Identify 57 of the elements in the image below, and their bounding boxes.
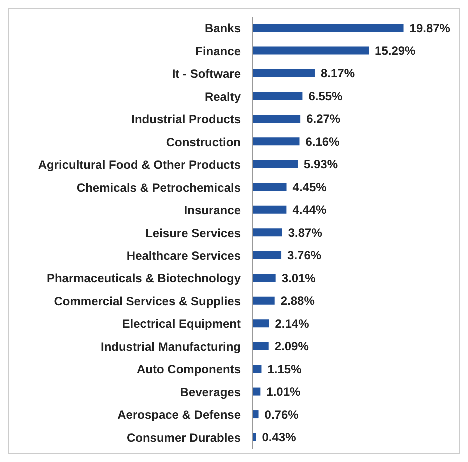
data-label: 4.44% — [292, 203, 328, 218]
y-tick-label: Pharmaceuticals & Biotechnology — [46, 272, 242, 286]
bar — [253, 206, 287, 214]
data-label: 1.01% — [266, 385, 302, 400]
bar — [253, 160, 298, 168]
y-tick-label: Construction — [166, 135, 241, 150]
data-label: 2.88% — [280, 294, 316, 308]
bar — [253, 24, 404, 32]
bar — [253, 183, 287, 192]
y-tick-label: Industrial Products — [132, 112, 242, 127]
data-label: 0.76% — [264, 408, 300, 422]
y-tick-label: Healthcare Services — [126, 248, 242, 263]
data-label: 15.29% — [375, 44, 416, 58]
y-tick-label: Insurance — [184, 204, 242, 218]
bar — [253, 69, 315, 78]
data-label: 6.16% — [306, 134, 340, 149]
bar — [253, 228, 282, 237]
data-label: 4.45% — [292, 180, 328, 194]
y-tick-label: Banks — [204, 22, 242, 36]
y-tick-label: It - Software — [172, 67, 242, 82]
y-tick-label: Chemicals & Petrochemicals — [76, 180, 242, 195]
bar — [253, 410, 259, 419]
y-tick-label: Consumer Durables — [126, 430, 242, 445]
y-tick-label: Auto Components — [137, 362, 242, 377]
data-label: 3.01% — [282, 271, 316, 286]
data-label: 6.55% — [308, 89, 344, 104]
data-label: 19.87% — [410, 21, 451, 36]
bar — [253, 46, 370, 55]
data-label: 3.76% — [288, 248, 322, 263]
y-tick-label: Commercial Services & Supplies — [54, 294, 242, 308]
data-label: 0.43% — [262, 430, 297, 445]
bar — [253, 388, 261, 396]
y-tick-label: Electrical Equipment — [122, 317, 241, 332]
y-tick-label: Finance — [196, 44, 242, 58]
bar — [253, 138, 300, 146]
y-tick-label: Aerospace & Defense — [118, 408, 242, 422]
y-tick-label: Agricultural Food & Other Products — [38, 158, 242, 172]
bar — [253, 274, 276, 282]
bar — [253, 114, 301, 123]
y-tick-label: Realty — [204, 90, 242, 104]
data-label: 1.15% — [268, 362, 302, 376]
y-tick-label: Leisure Services — [146, 226, 242, 240]
y-tick-label: Beverages — [180, 385, 242, 400]
bar — [253, 92, 303, 100]
bar — [253, 365, 262, 374]
data-label: 2.09% — [274, 340, 310, 354]
bar — [253, 251, 282, 260]
bar — [253, 433, 256, 442]
bar — [253, 342, 269, 350]
data-label: 8.17% — [320, 66, 356, 81]
data-label: 5.93% — [304, 158, 338, 172]
y-tick-label: Industrial Manufacturing — [100, 340, 241, 354]
data-label: 3.87% — [288, 226, 323, 240]
data-label: 2.14% — [275, 316, 310, 331]
data-label: 6.27% — [306, 112, 341, 126]
bar — [253, 320, 270, 328]
bar — [253, 296, 275, 305]
